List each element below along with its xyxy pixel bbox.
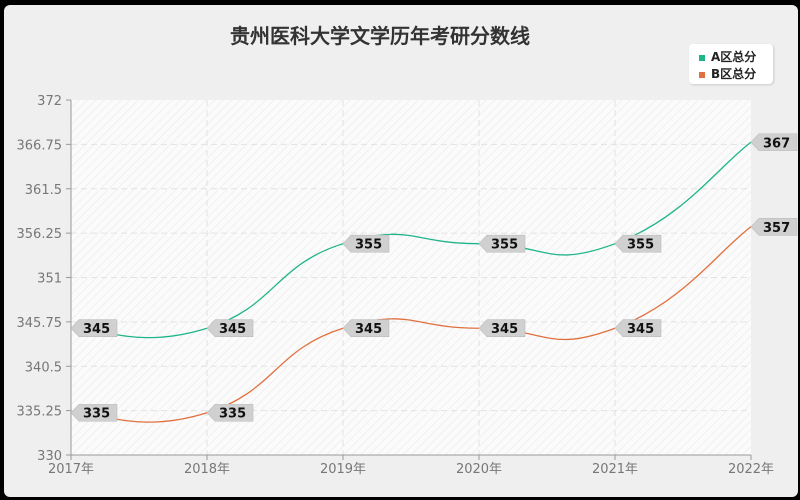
- y-tick-label: 340.5: [25, 360, 62, 375]
- x-tick-label: 2021年: [592, 462, 638, 477]
- y-tick-label: 366.75: [17, 138, 63, 153]
- data-label: 355: [342, 234, 390, 253]
- svg-text:345: 345: [219, 322, 246, 337]
- legend-swatch-b-icon: [699, 71, 705, 78]
- data-label: 367: [750, 133, 798, 151]
- legend-swatch-a-icon: [699, 54, 705, 61]
- y-tick-label: 372: [37, 94, 62, 109]
- legend: A区总分 B区总分: [689, 44, 773, 84]
- svg-text:355: 355: [491, 238, 518, 253]
- y-tick-label: 335.25: [17, 405, 63, 420]
- svg-text:345: 345: [355, 322, 382, 337]
- data-label: 335: [70, 403, 118, 422]
- series-lines: [70, 141, 752, 423]
- data-label: 355: [478, 234, 526, 253]
- svg-text:357: 357: [763, 221, 790, 236]
- axes: 372 366.75 361.5 356.25 351 345.75 340.5 335.25…: [17, 94, 775, 477]
- x-tick-label: 2019年: [320, 462, 366, 477]
- x-tick-label: 2020年: [456, 462, 502, 477]
- svg-text:345: 345: [83, 322, 110, 337]
- series-line-0[interactable]: [70, 141, 752, 339]
- y-tick-label: 356.25: [17, 227, 63, 242]
- x-tick-label: 2018年: [184, 462, 230, 477]
- svg-text:345: 345: [491, 322, 518, 337]
- chart-title: 贵州医科大学文学历年考研分数线: [230, 24, 530, 48]
- y-tick-label: 330: [37, 449, 62, 464]
- svg-text:355: 355: [627, 238, 654, 253]
- y-tick-label: 345.75: [17, 316, 63, 331]
- x-tick-label: 2017年: [48, 462, 94, 477]
- svg-text:355: 355: [355, 238, 382, 253]
- data-labels: 345 345 355 355 355 367 335 335 345 345 345 357: [70, 133, 798, 422]
- svg-text:345: 345: [627, 322, 654, 337]
- data-label: 345: [70, 319, 118, 337]
- legend-label-b: B区总分: [711, 67, 757, 81]
- legend-item-a[interactable]: A区总分: [699, 48, 756, 65]
- legend-item-b[interactable]: B区总分: [699, 65, 756, 82]
- legend-label-a: A区总分: [711, 50, 757, 64]
- y-tick-label: 351: [37, 272, 62, 287]
- y-tick-label: 361.5: [25, 183, 62, 198]
- svg-text:367: 367: [763, 136, 790, 151]
- svg-text:335: 335: [83, 407, 110, 422]
- data-label: 345: [342, 319, 390, 337]
- x-tick-label: 2022年: [728, 462, 774, 477]
- data-label: 355: [614, 234, 662, 253]
- svg-text:335: 335: [219, 407, 246, 422]
- data-label: 345: [206, 319, 254, 337]
- data-label: 357: [750, 217, 798, 236]
- data-label: 345: [478, 319, 526, 337]
- series-line-1[interactable]: [70, 226, 752, 423]
- data-label: 335: [206, 403, 254, 422]
- data-label: 345: [614, 319, 662, 337]
- grid-lines: [71, 100, 751, 455]
